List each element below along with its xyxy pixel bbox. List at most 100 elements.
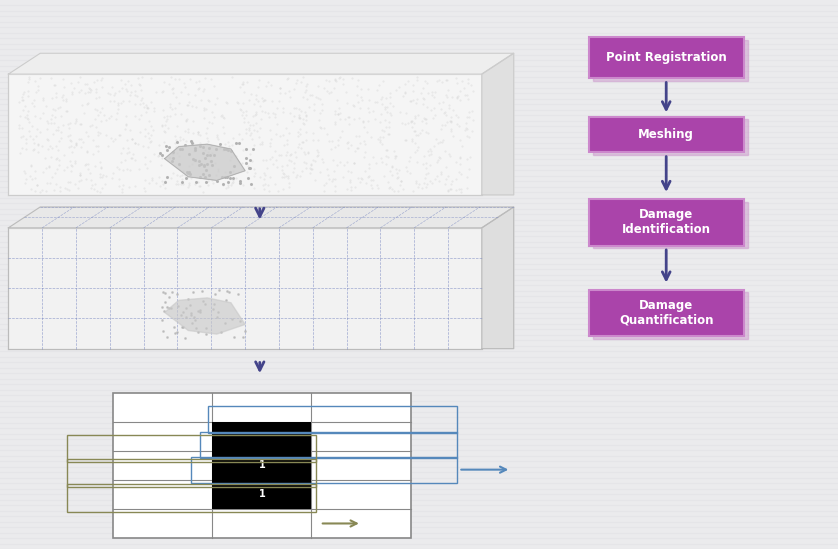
Point: [20, 175, 34, 183]
Point: [159, 142, 173, 150]
Point: [47, 81, 60, 89]
Point: [354, 93, 368, 102]
Point: [353, 138, 366, 147]
Point: [194, 138, 207, 147]
Point: [160, 172, 173, 181]
Point: [147, 107, 161, 115]
Point: [391, 172, 405, 181]
Point: [13, 98, 26, 107]
Point: [49, 106, 62, 115]
Point: [331, 109, 344, 118]
Point: [196, 287, 210, 296]
Point: [210, 94, 224, 103]
Point: [16, 89, 29, 98]
Point: [226, 134, 240, 143]
Point: [410, 177, 423, 186]
Point: [453, 122, 466, 131]
Point: [160, 114, 173, 123]
Point: [451, 119, 464, 128]
Point: [220, 172, 234, 181]
Point: [188, 312, 201, 321]
Point: [465, 106, 478, 115]
Point: [168, 104, 182, 113]
Point: [349, 147, 362, 155]
Point: [362, 160, 375, 169]
Point: [64, 177, 77, 186]
Point: [166, 149, 179, 158]
Point: [124, 87, 137, 96]
Point: [301, 80, 314, 88]
Point: [411, 72, 424, 81]
Point: [379, 105, 392, 114]
Point: [137, 99, 150, 108]
Point: [74, 176, 87, 184]
Point: [112, 175, 126, 183]
Point: [217, 122, 230, 131]
Point: [351, 97, 365, 106]
Point: [463, 132, 476, 141]
Point: [176, 180, 189, 188]
Point: [439, 91, 453, 100]
Point: [185, 160, 199, 169]
Point: [234, 83, 247, 92]
Point: [219, 295, 232, 304]
Polygon shape: [8, 74, 482, 195]
Point: [80, 148, 94, 157]
Point: [370, 159, 383, 167]
Point: [323, 76, 336, 85]
Point: [324, 87, 338, 96]
Point: [139, 108, 153, 116]
Point: [375, 153, 388, 162]
Point: [335, 126, 349, 135]
Point: [118, 80, 132, 88]
Point: [280, 148, 293, 156]
Point: [408, 114, 422, 122]
Point: [107, 96, 121, 105]
Point: [215, 112, 228, 121]
Point: [453, 185, 466, 194]
Point: [336, 172, 349, 181]
Point: [411, 146, 424, 155]
Point: [344, 167, 358, 176]
Point: [216, 179, 230, 188]
Point: [144, 137, 158, 146]
Point: [129, 138, 142, 147]
Point: [311, 82, 324, 91]
Point: [438, 108, 452, 116]
Point: [240, 106, 253, 115]
Point: [22, 77, 35, 86]
Point: [261, 181, 274, 189]
Point: [125, 135, 138, 144]
Point: [344, 183, 358, 192]
Point: [313, 95, 327, 104]
Point: [355, 175, 369, 184]
Point: [120, 121, 133, 130]
Point: [176, 323, 189, 332]
Point: [328, 119, 341, 128]
Point: [205, 176, 219, 184]
Point: [112, 165, 126, 173]
Point: [287, 85, 301, 93]
Point: [409, 98, 422, 107]
Point: [423, 161, 437, 170]
Point: [364, 132, 377, 141]
Point: [71, 184, 85, 193]
Point: [201, 137, 215, 145]
Point: [199, 129, 213, 138]
Point: [261, 108, 274, 117]
Point: [165, 149, 178, 158]
Point: [165, 85, 178, 94]
Point: [16, 96, 29, 104]
Point: [309, 93, 323, 102]
Point: [44, 74, 57, 83]
Point: [246, 145, 259, 154]
Point: [168, 322, 181, 331]
Point: [289, 152, 303, 161]
Point: [165, 288, 178, 296]
Point: [424, 146, 437, 155]
Point: [186, 116, 199, 125]
Point: [453, 168, 466, 177]
Point: [383, 99, 396, 108]
Point: [168, 109, 181, 118]
Point: [419, 128, 432, 137]
